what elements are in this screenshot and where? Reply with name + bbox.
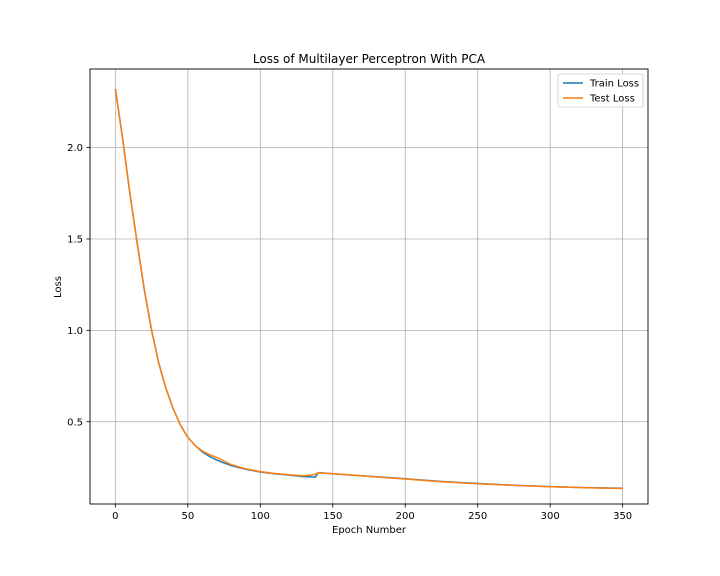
x-tick-label: 100 <box>251 511 270 522</box>
y-axis-ticks: 0.5 1.0 1.5 2.0 <box>67 143 90 428</box>
chart-title: Loss of Multilayer Perceptron With PCA <box>253 52 486 66</box>
y-tick-label: 0.5 <box>67 417 83 428</box>
x-axis-ticks: 0 50 100 150 200 250 300 350 <box>112 504 632 522</box>
x-axis-label: Epoch Number <box>332 525 407 536</box>
legend: Train Loss Test Loss <box>557 73 644 108</box>
legend-label-train-loss: Train Loss <box>589 79 639 90</box>
y-tick-label: 1.5 <box>67 234 83 245</box>
x-tick-label: 200 <box>396 511 415 522</box>
y-tick-label: 1.0 <box>67 326 83 337</box>
legend-label-test-loss: Test Loss <box>589 94 635 105</box>
x-tick-label: 250 <box>468 511 487 522</box>
x-tick-label: 150 <box>323 511 342 522</box>
grid-lines <box>90 69 648 504</box>
x-tick-label: 0 <box>112 511 118 522</box>
x-tick-label: 300 <box>541 511 560 522</box>
series-line-test-loss <box>114 88 623 490</box>
series-lines <box>114 88 623 490</box>
y-tick-label: 2.0 <box>67 143 83 154</box>
x-tick-label: 50 <box>181 511 194 522</box>
plot-frame <box>89 68 649 505</box>
x-tick-label: 350 <box>613 511 632 522</box>
y-axis-label: Loss <box>53 276 64 298</box>
